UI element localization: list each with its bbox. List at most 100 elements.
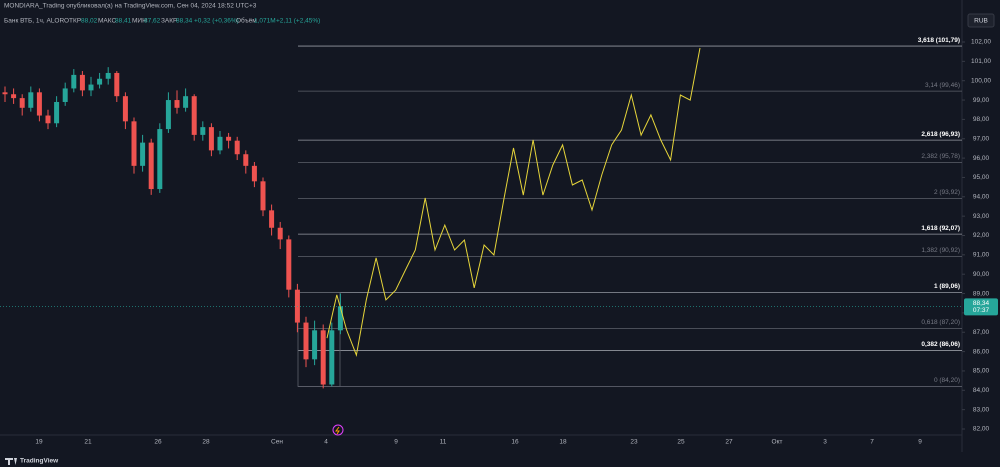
fib-label: 3,14 (99,46) [925, 82, 960, 89]
change: +0,32 (+0,36%) [194, 18, 239, 25]
x-tick-label: 19 [35, 439, 43, 446]
x-tick-label: 7 [870, 439, 874, 446]
x-tick-label: 28 [202, 439, 210, 446]
candle-body [36, 92, 42, 116]
candle-body [71, 74, 77, 89]
legend: Банк ВТБ, 1ч, ALOR ОТКР 88,02 МАКС 88,41… [4, 17, 320, 25]
close-label: ЗАКР [161, 18, 177, 25]
candle-body [54, 101, 60, 124]
x-tick-label: 3 [823, 439, 827, 446]
y-tick-label: 86,00 [973, 348, 990, 355]
candle-body [191, 96, 197, 135]
candle-body [320, 330, 326, 385]
x-tick-label: 16 [511, 439, 519, 446]
candle-body [165, 100, 171, 130]
open-value: 88,02 [81, 18, 98, 25]
y-tick-label: 97,00 [973, 135, 990, 142]
y-tick-label: 83,00 [973, 406, 990, 413]
y-tick-label: 84,00 [973, 387, 990, 394]
symbol: Банк ВТБ, 1ч, ALOR [4, 18, 64, 25]
y-tick-label: 87,00 [973, 329, 990, 336]
candle-body [303, 322, 309, 360]
candle-body [11, 94, 17, 99]
y-tick-label: 96,00 [973, 155, 990, 162]
low-value: 87,62 [144, 18, 161, 25]
candle-body [62, 88, 68, 102]
candle-body [157, 129, 163, 190]
fib-label: 0,382 (86,06) [921, 341, 960, 348]
x-tick-label: 21 [84, 439, 92, 446]
y-tick-label: 100,00 [971, 77, 991, 84]
y-tick-label: 89,00 [973, 290, 990, 297]
x-tick-label: 11 [440, 439, 447, 446]
candle-body [174, 100, 180, 108]
fib-range-box [297, 291, 341, 387]
candle-body [286, 239, 292, 290]
y-tick-label: 98,00 [973, 116, 990, 123]
candle-body [19, 98, 25, 108]
x-tick-label: 25 [677, 439, 685, 446]
candle-body [269, 210, 275, 228]
candle-body [329, 330, 335, 385]
currency[interactable]: RUB [974, 18, 988, 25]
y-tick-label: 99,00 [973, 97, 990, 104]
fib-label: 2,618 (96,93) [921, 131, 960, 138]
x-tick-label: 27 [725, 439, 733, 446]
candle-body [131, 121, 137, 166]
fib-label: 2,382 (95,78) [921, 153, 960, 160]
candle-body [105, 72, 111, 79]
x-tick-label: 23 [630, 439, 638, 446]
projection-line [326, 47, 701, 357]
x-tick-label: 9 [394, 439, 398, 446]
candle-body [234, 140, 240, 155]
event-icon[interactable] [332, 424, 344, 436]
publisher: MONDIARA_Trading опубликовал(а) на Tradi… [4, 2, 257, 10]
x-tick-label: 26 [154, 439, 162, 446]
candle-body [140, 142, 146, 166]
candle-body [183, 96, 189, 108]
candle-body [208, 127, 214, 151]
candle-body [28, 92, 34, 108]
fib-label: 3,618 (101,79) [918, 37, 960, 44]
candle-body [45, 115, 51, 124]
open-label: ОТКР [64, 18, 81, 25]
candle-body [79, 74, 85, 91]
fib-label: 0 (84,20) [934, 377, 960, 384]
currency-button[interactable] [967, 13, 995, 28]
candle-body [226, 136, 232, 141]
y-tick-label: 95,00 [973, 174, 990, 181]
y-tick-label: 90,00 [973, 271, 990, 278]
candle-body [200, 127, 206, 135]
volume-change: +2,11 (+2,45%) [276, 18, 320, 25]
high-label: МАКС [98, 18, 116, 25]
candle-body [88, 84, 94, 91]
x-tick-label: Сен [271, 439, 283, 446]
y-tick-label: 92,00 [973, 232, 990, 239]
last-price: 88,34 [973, 300, 990, 307]
candle-body [114, 72, 120, 97]
fib-label: 1,382 (90,92) [921, 247, 960, 254]
fib-label: 0,618 (87,20) [921, 319, 960, 326]
brand: TradingView [20, 458, 59, 465]
y-tick-label: 94,00 [973, 194, 990, 201]
countdown: 07:37 [973, 307, 990, 314]
last-price-tag [964, 298, 998, 316]
x-tick-label: 9 [918, 439, 922, 446]
fib-label: 1 (89,06) [934, 283, 960, 290]
low-label: МИН [132, 18, 147, 25]
brand-logo [5, 458, 17, 465]
volume-value: 1,071M [254, 18, 276, 25]
fib-label: 2 (93,92) [934, 189, 960, 196]
high-value: 88,41 [115, 18, 132, 25]
candle-body [251, 165, 257, 182]
candle-body [337, 306, 343, 331]
y-tick-label: 102,00 [971, 39, 991, 46]
x-tick-label: Окт [772, 439, 783, 446]
close-value: 88,34 [176, 18, 193, 25]
candle-body [2, 92, 8, 95]
x-tick-label: 18 [559, 439, 567, 446]
candle-body [260, 181, 266, 211]
